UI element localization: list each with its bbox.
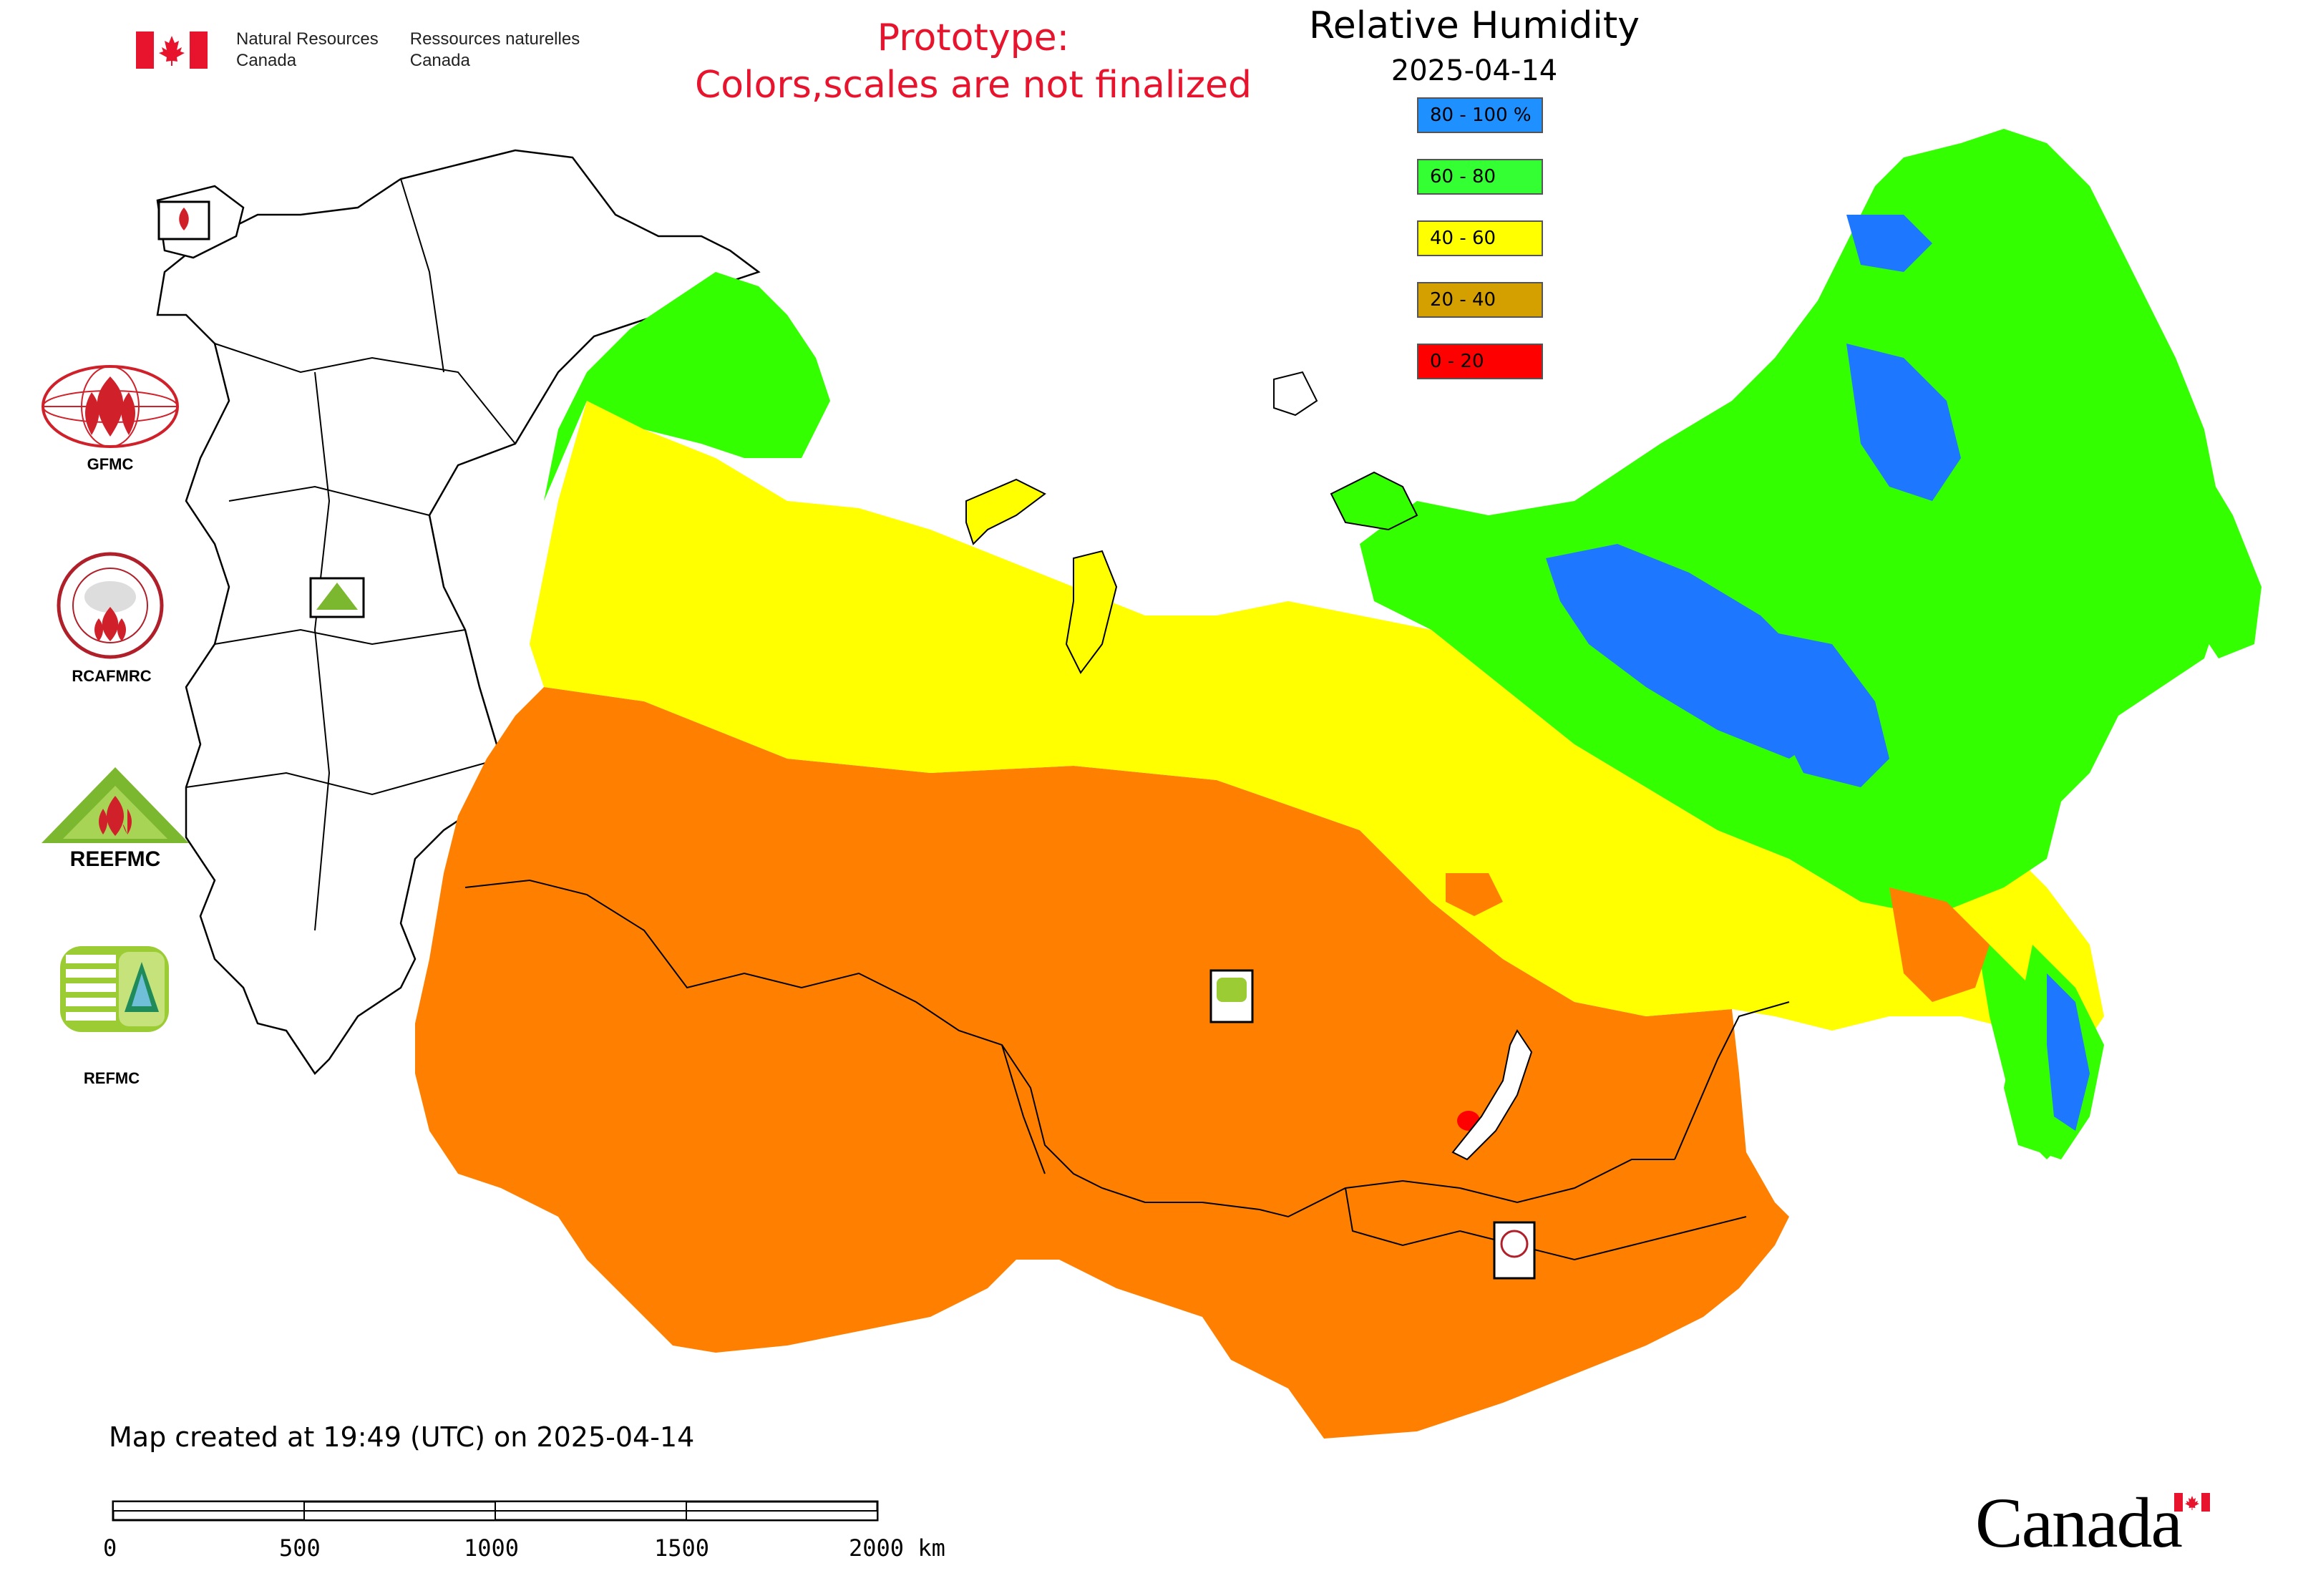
map-marker-refmc[interactable] <box>1209 969 1254 1023</box>
yamal-peninsula <box>1065 550 1118 674</box>
scale-tick-2000-km: 2000 km <box>849 1534 945 1562</box>
reefmc-logo-text: REEFMC <box>70 847 161 871</box>
humidity-zone-blue-1 <box>1546 544 1832 759</box>
legend-item-20-40: 20 - 40 <box>1417 282 1543 318</box>
canada-wordmark: Canada <box>1975 1483 2183 1562</box>
map-marker-rcafmrc[interactable] <box>1493 1221 1536 1280</box>
reefmc-logo: REEFMC <box>39 764 192 875</box>
humidity-zone-orange <box>415 687 1789 1439</box>
humidity-zone-green-west <box>544 272 830 501</box>
wordmark-flag-icon <box>2174 1493 2210 1514</box>
map-marker-reefmc[interactable] <box>309 577 365 618</box>
legend-item-40-60: 40 - 60 <box>1417 220 1543 256</box>
scale-tick-1500: 1500 <box>654 1534 710 1562</box>
lake-baikal <box>1451 1029 1533 1161</box>
map-marker-gfmc[interactable] <box>157 200 210 240</box>
rcafmrc-label: RCAFMRC <box>72 667 152 685</box>
legend-item-0-20: 0 - 20 <box>1417 344 1543 379</box>
refmc-logo <box>59 945 170 1036</box>
gfmc-logo <box>40 364 180 452</box>
humidity-zone-blue-2 <box>1761 630 1889 787</box>
scale-tick-1000: 1000 <box>464 1534 520 1562</box>
europe-internal-borders <box>185 178 516 931</box>
scale-tick-0: 0 <box>103 1534 117 1562</box>
humidity-zone-green-kamchatka <box>2147 401 2262 658</box>
gfmc-label: GFMC <box>87 455 134 473</box>
novaya-zemlya <box>965 478 1046 545</box>
nrcan-english-name: Natural Resources Canada <box>236 29 379 70</box>
scale-tick-500: 500 <box>279 1534 321 1562</box>
nrcan-signature: Natural Resources Canada Ressources natu… <box>136 29 580 72</box>
humidity-zone-blue-4 <box>1846 215 1932 272</box>
legend-item-80-100: 80 - 100 % <box>1417 97 1543 133</box>
rcafmrc-logo <box>56 551 165 663</box>
nrcan-french-name: Ressources naturelles Canada <box>409 29 580 70</box>
humidity-zone-yellow <box>530 401 2104 1059</box>
taymyr-islands <box>1330 471 1418 531</box>
legend-item-60-80: 60 - 80 <box>1417 159 1543 195</box>
legend-title: Relative Humidity <box>1308 4 1640 47</box>
map-created-text: Map created at 19:49 (UTC) on 2025-04-14 <box>109 1421 695 1453</box>
humidity-zone-orange-east-2 <box>1446 873 1503 916</box>
humidity-zone-blue-5 <box>2047 973 2090 1131</box>
scale-bar <box>112 1500 885 1532</box>
legend-date: 2025-04-14 <box>1391 54 1558 87</box>
humidity-zone-blue-3 <box>1846 344 1961 501</box>
prototype-notice: Prototype: Colors,scales are not finaliz… <box>694 16 1252 107</box>
refmc-label: REFMC <box>83 1069 140 1087</box>
humidity-zone-green-east <box>1360 129 2233 916</box>
canada-flag-icon <box>136 31 208 69</box>
humidity-zone-orange-east-1 <box>1889 887 1990 1002</box>
severnaya-zemlya <box>1273 371 1318 417</box>
